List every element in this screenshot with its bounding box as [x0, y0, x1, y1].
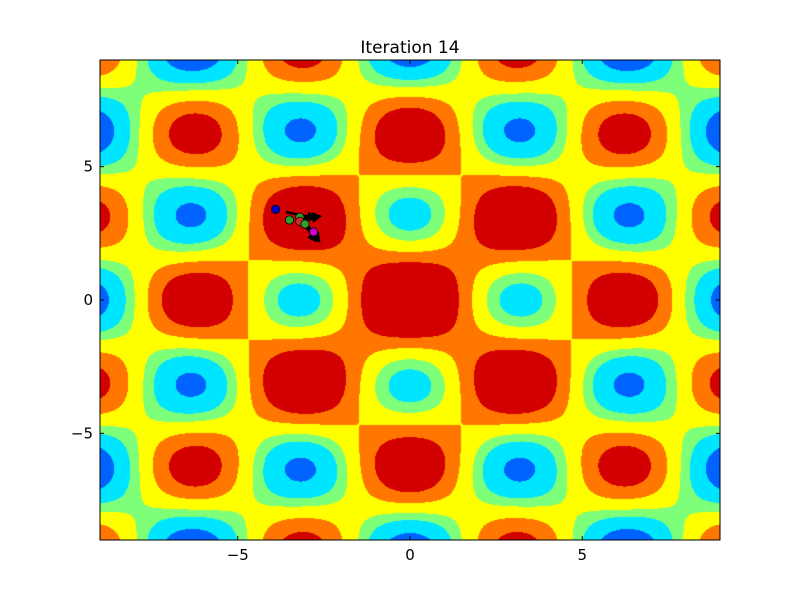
velocity-arrow-head — [311, 212, 323, 223]
plot-area — [100, 60, 720, 540]
y-tick-label: 0 — [83, 291, 93, 309]
y-tick-label: −5 — [71, 424, 93, 442]
contour-field — [100, 60, 720, 540]
particle-markers — [271, 204, 319, 237]
velocity-arrow-head — [310, 231, 321, 243]
y-tick-label: 5 — [83, 158, 93, 176]
particle-marker — [308, 227, 319, 237]
particle-marker — [300, 219, 310, 229]
y-axis: −5 0 5 — [71, 158, 720, 442]
x-tick-label: −5 — [227, 546, 249, 564]
x-axis: −5 0 5 — [227, 60, 587, 564]
x-tick-label: 5 — [577, 546, 587, 564]
particle-marker — [284, 215, 295, 225]
chart-title: Iteration 14 — [360, 38, 459, 58]
particle-marker — [271, 204, 281, 214]
x-tick-label: 0 — [405, 546, 415, 564]
